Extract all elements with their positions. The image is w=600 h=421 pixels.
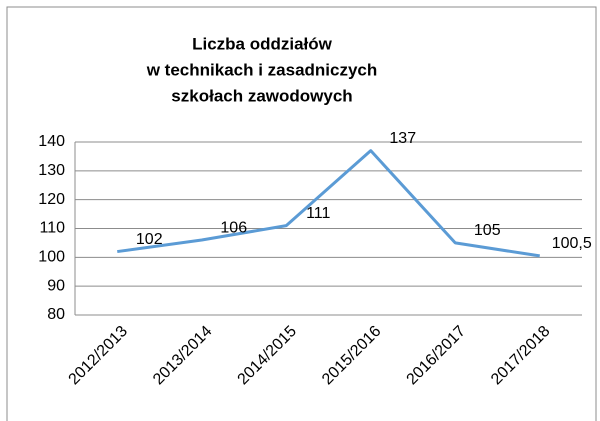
data-label: 111 [306, 205, 330, 222]
x-tick-label: 2016/2017 [404, 323, 470, 389]
data-label: 137 [389, 130, 416, 147]
chart-title: w technikach i zasadniczych [146, 60, 378, 79]
data-label: 102 [136, 231, 163, 248]
y-tick-label: 100 [38, 249, 65, 266]
chart-title: Liczba oddziałów [192, 34, 333, 53]
data-label: 106 [220, 219, 247, 236]
x-tick-label: 2017/2018 [488, 323, 554, 389]
y-tick-label: 110 [39, 220, 65, 237]
data-label: 105 [474, 222, 501, 239]
y-tick-label: 130 [38, 162, 65, 179]
line-series [117, 149, 540, 258]
y-tick-label: 140 [38, 133, 65, 150]
x-tick-label: 2012/2013 [66, 323, 132, 389]
y-tick-label: 80 [47, 306, 65, 323]
data-label: 100,5 [552, 235, 592, 252]
y-tick-label: 90 [47, 277, 65, 294]
x-tick-label: 2015/2016 [319, 323, 385, 389]
chart-border [6, 6, 597, 421]
x-tick-label: 2013/2014 [150, 323, 216, 389]
y-tick-label: 120 [38, 191, 65, 208]
x-tick-label: 2014/2015 [235, 323, 301, 389]
chart-title: szkołach zawodowych [171, 86, 352, 105]
